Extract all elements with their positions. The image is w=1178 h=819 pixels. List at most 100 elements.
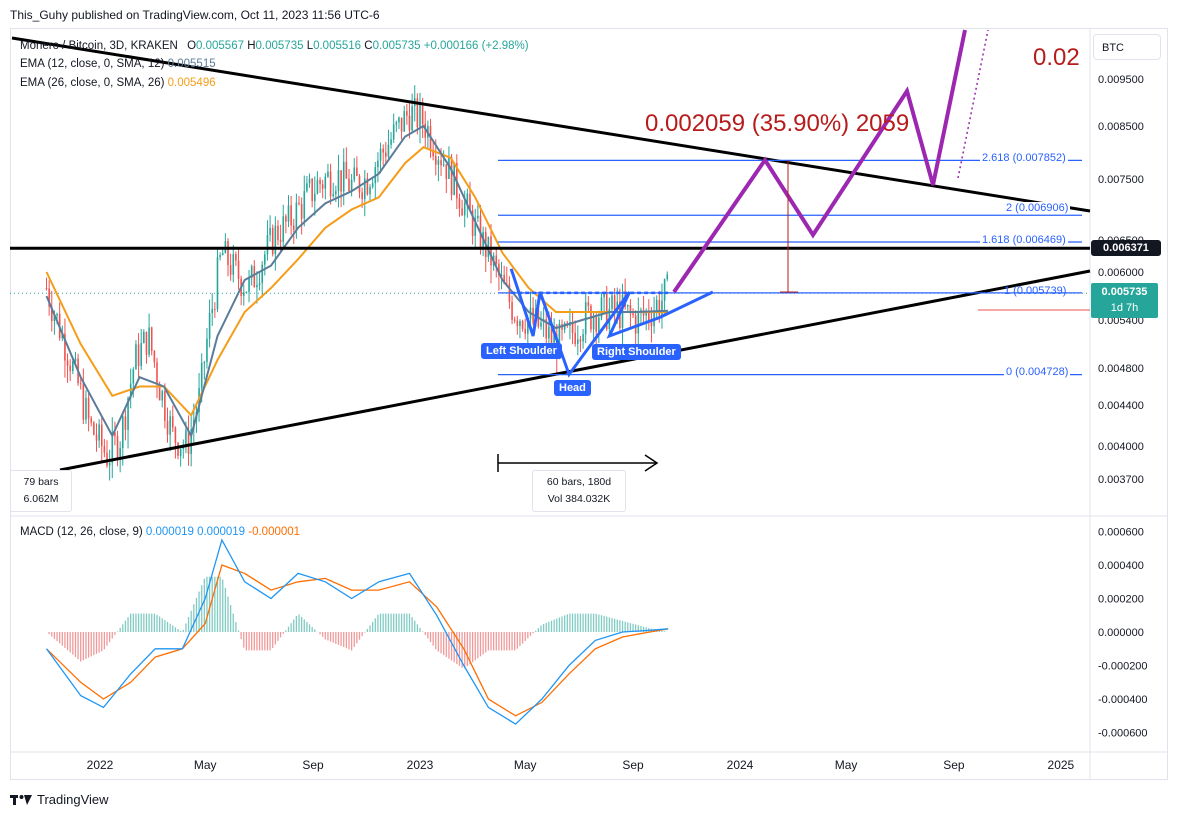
- range-info-box: 60 bars, 180d Vol 384.032K: [532, 470, 626, 512]
- candle-body: [303, 191, 306, 219]
- legend-l-value: 0.005516: [313, 40, 362, 52]
- price-tick-label: 0.004800: [1098, 363, 1144, 375]
- candle-body: [611, 295, 613, 309]
- candle-body: [392, 124, 395, 140]
- candle-body: [400, 117, 403, 132]
- candle-body: [645, 311, 647, 316]
- macd-tick-label: 0.000600: [1098, 527, 1144, 539]
- candle-body: [308, 178, 311, 184]
- candle-body: [221, 252, 224, 256]
- lower-trendline: [59, 269, 1091, 472]
- candle-body: [135, 344, 137, 370]
- candle-body: [598, 317, 600, 332]
- candle-body: [103, 446, 106, 453]
- candle-body: [390, 139, 392, 145]
- candle-body: [285, 216, 287, 222]
- candle-body: [345, 161, 348, 179]
- candle-body: [453, 163, 455, 195]
- macd-label: MACD (12, 26, close, 9): [20, 526, 143, 538]
- legend-ema12: EMA (12, close, 0, SMA, 12) 0.005515: [20, 58, 216, 70]
- candle-body: [108, 462, 111, 466]
- candle-body: [211, 308, 214, 313]
- candle-body: [208, 312, 211, 339]
- candle-body: [66, 360, 69, 366]
- fib-2-label: 2 (0.006906): [1004, 202, 1071, 214]
- candle-body: [369, 186, 371, 195]
- candle-body: [156, 362, 158, 385]
- candle-body: [274, 225, 277, 255]
- candle-body: [342, 161, 345, 192]
- candle-body: [663, 279, 666, 301]
- candle-body: [356, 167, 358, 176]
- candle-body: [416, 98, 419, 128]
- candle-body: [279, 239, 282, 242]
- candle-body: [177, 442, 179, 456]
- candle-body: [408, 115, 411, 131]
- candle-body: [290, 205, 292, 226]
- candle-body: [490, 236, 492, 266]
- candle-body: [335, 191, 337, 195]
- candle-body: [519, 320, 521, 327]
- candle-body: [87, 397, 90, 419]
- chart-frame: [10, 28, 1168, 780]
- candle-body: [327, 171, 329, 177]
- candle-body: [158, 384, 161, 401]
- candle-body: [516, 320, 519, 327]
- candle-body: [250, 266, 253, 278]
- candle-body: [232, 254, 235, 275]
- fib-0-label: 0 (0.004728): [1004, 366, 1071, 378]
- candle-body: [271, 227, 274, 255]
- left-box-bars: 79 bars: [23, 476, 59, 488]
- candle-body: [287, 205, 290, 222]
- candle-body: [169, 416, 171, 435]
- currency-button[interactable]: BTC: [1093, 34, 1161, 60]
- candle-body: [398, 117, 400, 123]
- target-label: 0.002059 (35.90%) 2059: [645, 110, 910, 137]
- candle-body: [227, 241, 229, 266]
- candle-body: [366, 178, 369, 195]
- upper-trendline: [11, 36, 1091, 213]
- macd-tick-label: -0.000400: [1098, 694, 1148, 706]
- legend-macd: MACD (12, 26, close, 9) 0.000019 0.00001…: [20, 526, 300, 538]
- legend-change: +0.000166 (+2.98%): [423, 40, 529, 52]
- candle-body: [179, 449, 182, 456]
- candle-body: [316, 179, 319, 194]
- candle-body: [245, 291, 248, 293]
- candle-body: [379, 148, 382, 161]
- candle-body: [469, 193, 471, 211]
- legend-o-label: O: [187, 40, 197, 52]
- candle-body: [363, 178, 366, 199]
- fib-1-label: 1 (0.005739): [1004, 285, 1067, 297]
- candle-body: [164, 391, 166, 421]
- candle-body: [579, 339, 582, 342]
- candle-body: [495, 255, 498, 264]
- head-shoulders-pattern: [509, 268, 714, 378]
- candle-body: [79, 383, 82, 385]
- candle-body: [258, 283, 261, 286]
- time-tick-label: May: [194, 758, 217, 772]
- candle-body: [666, 274, 669, 280]
- candle-body: [295, 202, 298, 230]
- candle-body: [424, 123, 427, 138]
- last-price-countdown: 1d 7h: [1110, 302, 1139, 314]
- candle-body: [148, 327, 150, 355]
- legend-ohlc: Monero / Bitcoin, 3D, KRAKEN O0.005567 H…: [20, 40, 529, 52]
- candle-body: [100, 424, 103, 447]
- candle-body: [171, 416, 174, 428]
- candle-body: [45, 288, 48, 289]
- price-tick-label: 0.006000: [1098, 267, 1144, 279]
- candle-body: [511, 302, 513, 320]
- candle-body: [655, 299, 658, 312]
- candle-body: [261, 264, 263, 284]
- candle-body: [153, 350, 156, 363]
- candle-body: [553, 334, 555, 343]
- candle-body: [256, 285, 258, 288]
- macd-tick-label: -0.000200: [1098, 661, 1148, 673]
- price-tick-label: 0.003700: [1098, 474, 1144, 486]
- candle-body: [548, 326, 550, 339]
- candle-body: [524, 328, 527, 334]
- candle-body: [124, 416, 127, 430]
- candle-body: [50, 306, 53, 321]
- candle-body: [190, 428, 192, 454]
